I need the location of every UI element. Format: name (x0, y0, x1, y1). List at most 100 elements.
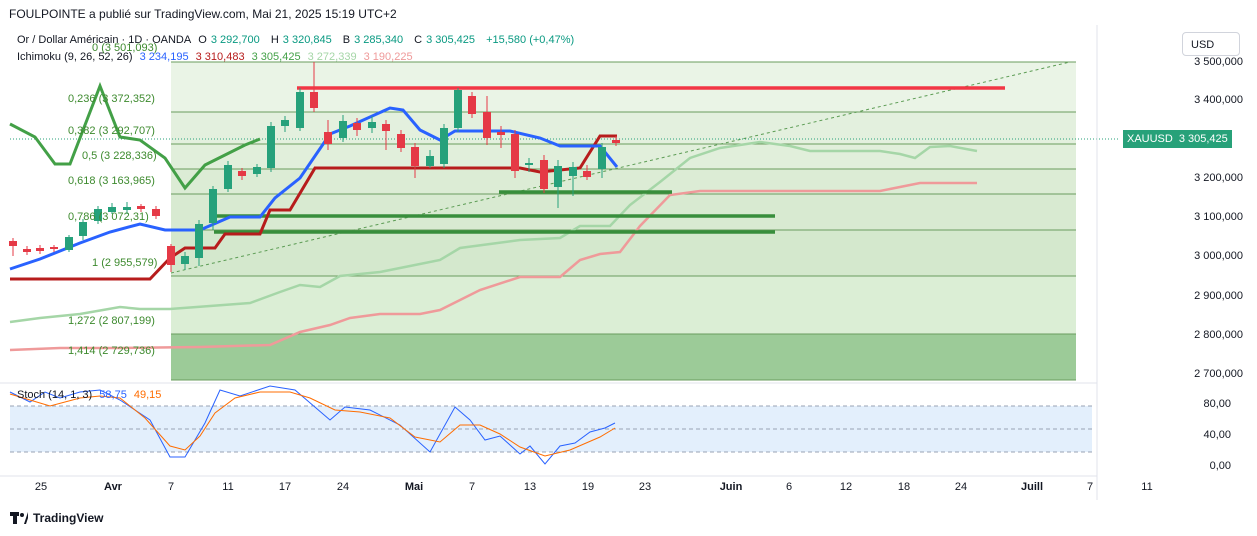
candle[interactable] (569, 162, 577, 196)
ichimoku-chikou-value: 3 305,425 (251, 51, 301, 63)
fib-label-1414: 1,414 (2 729,736) (68, 345, 155, 357)
candle[interactable] (267, 122, 275, 172)
candle[interactable] (324, 120, 332, 150)
candle[interactable] (368, 116, 376, 133)
candle-body (411, 147, 419, 166)
change-value: +15,580 (+0,47%) (486, 34, 575, 46)
candle[interactable] (123, 202, 131, 214)
candle-body (382, 124, 390, 131)
time-tick: 17 (278, 481, 292, 493)
time-tick: Juin (719, 481, 743, 493)
candle-body (483, 112, 491, 138)
candle[interactable] (79, 219, 87, 240)
time-tick: 7 (468, 481, 476, 493)
candle-body (281, 120, 289, 126)
fib-label-1272: 1,272 (2 807,199) (68, 315, 155, 327)
candle[interactable] (209, 186, 217, 230)
candle[interactable] (152, 206, 160, 219)
stoch-d-value: 49,15 (133, 389, 162, 401)
candle-body (426, 156, 434, 166)
candle[interactable] (224, 161, 232, 192)
currency-button[interactable]: USD (1182, 32, 1240, 56)
candle[interactable] (583, 165, 591, 180)
candle[interactable] (483, 96, 491, 145)
tradingview-brand[interactable]: TradingView (10, 511, 103, 525)
candle[interactable] (468, 92, 476, 118)
trend-line[interactable] (170, 61, 1071, 274)
candle-body (353, 123, 361, 130)
candle-body (267, 126, 275, 168)
time-tick: 24 (954, 481, 968, 493)
stoch-k-value: 58,75 (99, 389, 127, 401)
candle-body (108, 207, 116, 212)
candle[interactable] (554, 160, 562, 208)
candle[interactable] (397, 130, 405, 152)
candle[interactable] (497, 126, 505, 148)
candle-body (339, 121, 347, 138)
candle-body (253, 167, 261, 174)
candle-body (123, 207, 131, 210)
time-tick: Mai (404, 481, 424, 493)
candle[interactable] (238, 168, 246, 180)
candle[interactable] (540, 155, 548, 193)
candle[interactable] (36, 245, 44, 254)
candle-body (79, 222, 87, 236)
fib-label-0618: 0,618 (3 163,965) (68, 175, 155, 187)
candle-body (525, 163, 533, 165)
current-price-tag: XAUUSD 3 305,425 (1123, 130, 1232, 148)
time-tick: 7 (1086, 481, 1094, 493)
chikou-line (9, 81, 261, 191)
time-tick: Avr (104, 481, 122, 493)
time-tick: 25 (34, 481, 48, 493)
candle[interactable] (426, 150, 434, 168)
candle[interactable] (9, 238, 17, 256)
candle[interactable] (50, 245, 58, 252)
publish-line: FOULPOINTE a publié sur TradingView.com,… (9, 7, 397, 21)
candle[interactable] (296, 88, 304, 131)
candle[interactable] (137, 204, 145, 212)
time-tick: 19 (581, 481, 595, 493)
candle-body (497, 132, 505, 135)
candle[interactable] (411, 143, 419, 178)
candle[interactable] (353, 118, 361, 136)
stoch-panel[interactable] (0, 382, 1097, 465)
candle[interactable] (525, 158, 533, 172)
ichimoku-senkou-a-value: 3 272,339 (307, 51, 357, 63)
fib-label-0382: 0,382 (3 292,707) (68, 125, 155, 137)
candle-body (310, 92, 318, 108)
candle-body (440, 128, 448, 164)
candle[interactable] (195, 220, 203, 266)
candle[interactable] (511, 130, 519, 178)
candlesticks[interactable] (9, 62, 620, 272)
candle[interactable] (94, 206, 102, 224)
candle[interactable] (440, 124, 448, 168)
candle[interactable] (339, 115, 347, 142)
candle[interactable] (612, 136, 620, 146)
candle-body (454, 90, 462, 128)
candle[interactable] (253, 164, 261, 177)
candle-body (50, 247, 58, 249)
candle[interactable] (281, 116, 289, 132)
ichimoku-senkou-b-value: 3 190,225 (363, 51, 413, 63)
candle[interactable] (23, 246, 31, 255)
candle[interactable] (454, 88, 462, 132)
price-tick: 2 700,000 (1194, 368, 1243, 380)
candle[interactable] (310, 62, 318, 112)
candle-body (468, 96, 476, 114)
candle[interactable] (382, 120, 390, 150)
candle-body (368, 122, 376, 128)
time-tick: 13 (523, 481, 537, 493)
ichimoku-legend[interactable]: Ichimoku (9, 26, 52, 26) 3 234,195 3 310… (17, 51, 417, 63)
candle[interactable] (598, 143, 606, 178)
stoch-legend[interactable]: Stoch (14, 1, 3) 58,75 49,15 (17, 389, 165, 401)
candle-body (137, 206, 145, 209)
candle[interactable] (108, 203, 116, 214)
candle[interactable] (167, 244, 175, 272)
candle-body (296, 92, 304, 128)
candle[interactable] (181, 252, 189, 270)
candle[interactable] (65, 235, 73, 252)
price-tick: 3 200,000 (1194, 172, 1243, 184)
